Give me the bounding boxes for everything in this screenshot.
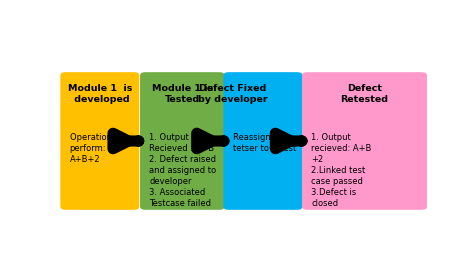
- FancyBboxPatch shape: [60, 72, 139, 210]
- FancyBboxPatch shape: [302, 72, 427, 210]
- Text: 1. Output
recieved: A+B
+2
2.Linked test
case passed
3.Defect is
closed: 1. Output recieved: A+B +2 2.Linked test…: [311, 133, 372, 208]
- Text: Module 1  is
 developed: Module 1 is developed: [68, 84, 132, 104]
- Text: Module 1 is
Tested: Module 1 is Tested: [152, 84, 213, 104]
- Text: Defect
Retested: Defect Retested: [340, 84, 389, 104]
- FancyBboxPatch shape: [223, 72, 302, 210]
- Text: Reassigned to
tetser to retest: Reassigned to tetser to retest: [233, 133, 296, 153]
- Text: Operation to
perform:
A+B+2: Operation to perform: A+B+2: [70, 133, 123, 164]
- FancyBboxPatch shape: [140, 72, 225, 210]
- Text: Defect Fixed
by developer: Defect Fixed by developer: [198, 84, 267, 104]
- Text: 1. Output
Recieved : A+B
2. Defect raised
and assigned to
developer
3. Associate: 1. Output Recieved : A+B 2. Defect raise…: [149, 133, 216, 208]
